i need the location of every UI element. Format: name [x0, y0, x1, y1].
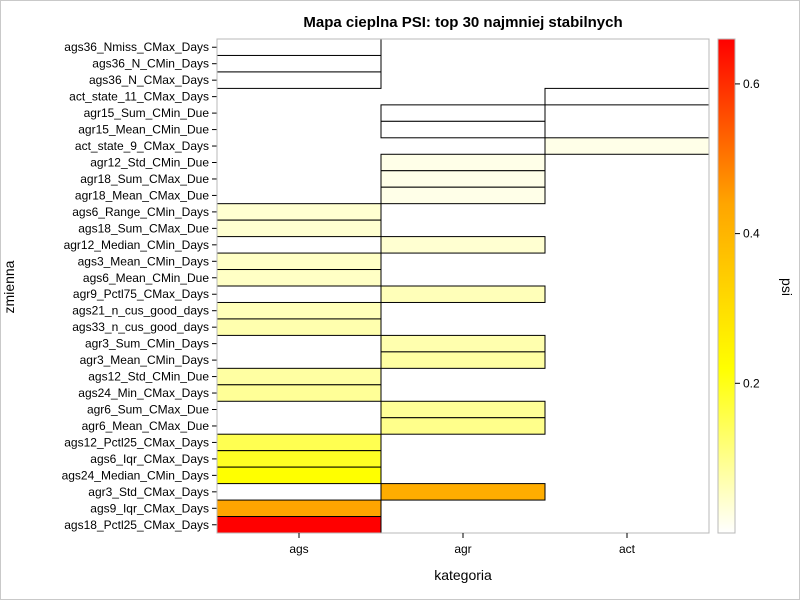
y-tick-label: ags18_Sum_CMax_Due [78, 221, 209, 235]
colorbar-tick-label: 0.2 [743, 376, 760, 390]
y-axis-label: zmienna [1, 260, 17, 313]
x-tick-label: agr [454, 542, 471, 556]
y-tick-label: agr3_Sum_CMin_Days [85, 337, 209, 351]
heatmap-cell [216, 252, 382, 271]
heatmap-cell [216, 433, 382, 452]
heatmap-cell [380, 186, 546, 205]
y-tick-label: agr15_Sum_CMin_Due [84, 106, 210, 120]
x-tick-label: ags [289, 542, 308, 556]
heatmap-cell [380, 170, 546, 188]
y-tick-label: ags36_N_CMin_Days [92, 57, 209, 71]
heatmap-cell [216, 318, 382, 336]
y-tick-label: ags12_Std_CMin_Due [88, 370, 209, 384]
chart-title: Mapa cieplna PSI: top 30 najmniej stabil… [303, 14, 622, 31]
y-tick-label: agr3_Std_CMax_Days [88, 485, 209, 499]
y-tick-label: ags21_n_cus_good_days [72, 304, 209, 318]
y-tick-label: ags36_N_CMax_Days [89, 73, 209, 87]
heatmap-cell [216, 219, 382, 238]
heatmap-cell [380, 120, 546, 139]
heatmap-cell [216, 269, 382, 287]
y-tick-label: ags6_Mean_CMin_Due [83, 271, 209, 285]
heatmap-cell [544, 137, 710, 155]
heatmap-cell [216, 367, 382, 386]
y-tick-label: ags6_Range_CMin_Days [72, 205, 209, 219]
y-axis-tick-labels: ags36_Nmiss_CMax_Days ags36_N_CMin_Daysag… [62, 40, 210, 532]
y-tick-label: ags24_Median_CMin_Days [62, 468, 209, 482]
y-tick-label: ags9_Iqr_CMax_Days [90, 501, 209, 515]
colorbar-label: psi [779, 278, 795, 296]
heatmap-cells [216, 38, 710, 534]
y-tick-label: ags3_Mean_CMin_Days [78, 254, 209, 268]
heatmap-cell [216, 499, 382, 518]
y-tick-label: ags6_Iqr_CMax_Days [90, 452, 209, 466]
y-tick-label: agr15_Mean_CMin_Due [78, 123, 209, 137]
y-tick-label: act_state_11_CMax_Days [69, 90, 209, 104]
colorbar-tick-label: 0.6 [743, 77, 760, 91]
heatmap-cell [216, 466, 382, 485]
heatmap-cell [216, 54, 382, 73]
heatmap-cell [544, 87, 710, 106]
heatmap-cell [216, 450, 382, 468]
heatmap-cell [216, 301, 382, 320]
heatmap-cell [380, 483, 546, 501]
heatmap-cell [380, 334, 546, 353]
y-tick-label: ags36_Nmiss_CMax_Days [64, 40, 209, 54]
y-tick-label: ags18_Pctl25_CMax_Days [64, 518, 209, 532]
y-tick-label: ags24_Min_CMax_Days [78, 386, 209, 400]
heatmap-cell [216, 516, 382, 534]
y-tick-label: agr12_Std_CMin_Due [90, 156, 209, 170]
heatmap-cell [380, 400, 546, 419]
heatmap-cell [216, 203, 382, 221]
x-axis-tick-labels: ags agr act [289, 542, 635, 556]
y-tick-label: agr9_Pctl75_CMax_Days [73, 287, 209, 301]
y-tick-label: agr3_Mean_CMin_Days [80, 353, 209, 367]
heatmap-cell [216, 384, 382, 402]
colorbar-ticks: 0.2 0.4 0.6 [735, 77, 760, 390]
colorbar-tick-label: 0.4 [743, 227, 760, 241]
heatmap-cell [380, 104, 546, 122]
heatmap-cell [216, 71, 382, 89]
y-tick-label: act_state_9_CMax_Days [75, 139, 209, 153]
colorbar [717, 38, 736, 534]
x-tick-label: act [619, 542, 636, 556]
y-tick-label: ags12_Pctl25_CMax_Days [64, 435, 209, 449]
y-tick-label: ags33_n_cus_good_days [72, 320, 209, 334]
x-axis-label: kategoria [434, 567, 492, 583]
heatmap-cell [380, 351, 546, 369]
heatmap-cell [380, 417, 546, 435]
y-axis-ticks [212, 46, 217, 526]
y-tick-label: agr6_Sum_CMax_Due [87, 403, 209, 417]
heatmap-cell [380, 236, 546, 254]
y-tick-label: agr6_Mean_CMax_Due [82, 419, 210, 433]
y-tick-label: agr18_Mean_CMax_Due [75, 188, 209, 202]
heatmap-cell [380, 153, 546, 172]
x-axis-ticks [298, 533, 628, 538]
heatmap-cell [380, 285, 546, 303]
y-tick-label: agr18_Sum_CMax_Due [80, 172, 209, 186]
heatmap-cell [216, 38, 382, 56]
y-tick-label: agr12_Median_CMin_Days [64, 238, 209, 252]
